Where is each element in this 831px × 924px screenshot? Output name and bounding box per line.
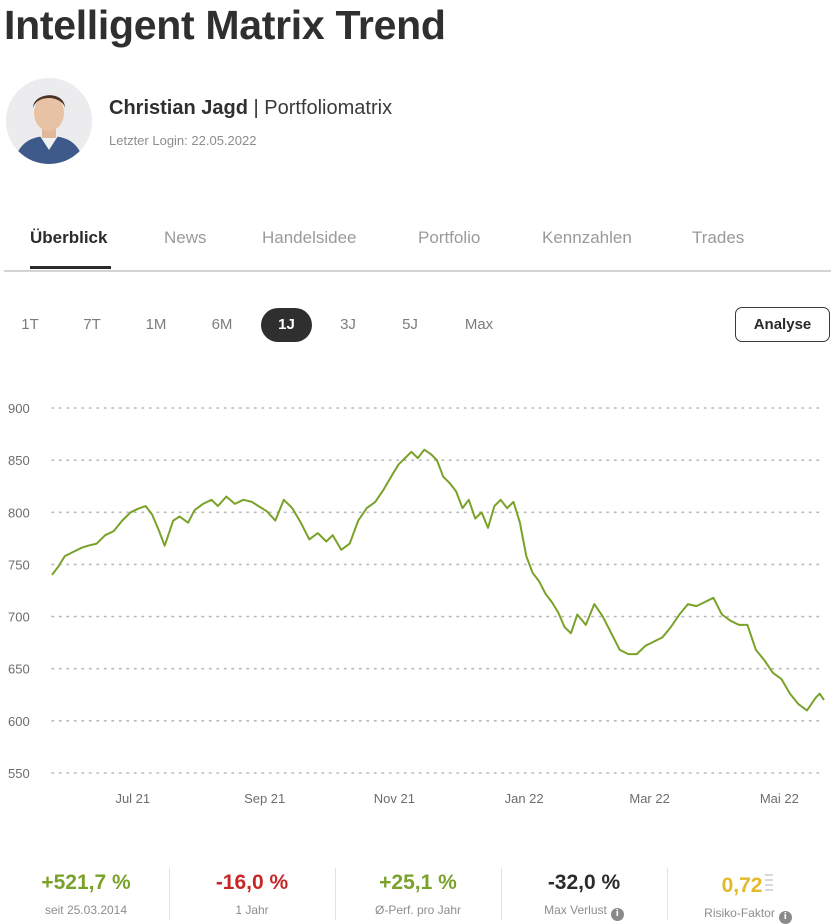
y-tick-label: 650 (8, 662, 30, 677)
stat-value: -32,0 % (547, 871, 621, 894)
profile-name-line: Christian Jagd | Portfoliomatrix (109, 97, 392, 120)
info-icon[interactable]: i (778, 911, 792, 924)
range-1m[interactable]: 1M (145, 316, 167, 333)
person-avatar-icon (6, 78, 92, 164)
x-tick-label: Jan 22 (505, 791, 544, 806)
y-tick-label: 850 (8, 453, 30, 468)
stat-value: +521,7 % (41, 871, 131, 894)
x-tick-label: Sep 21 (244, 791, 285, 806)
range-max[interactable]: Max (464, 316, 494, 333)
range-3j[interactable]: 3J (340, 316, 356, 333)
stat-max-drawdown: -32,0 % Max Verlust i (501, 866, 667, 924)
stat-divider (501, 868, 502, 920)
analyse-button[interactable]: Analyse (735, 307, 830, 342)
y-tick-label: 600 (8, 714, 30, 729)
tab-portfolio[interactable]: Portfolio (418, 228, 481, 247)
y-tick-label: 550 (8, 766, 30, 781)
stat-label-text: Max Verlust (544, 903, 607, 917)
profile-header: Christian Jagd | Portfoliomatrix Letzter… (6, 78, 826, 168)
stats-row: +521,7 % seit 25.03.2014 -16,0 % 1 Jahr … (0, 866, 831, 924)
range-6m[interactable]: 6M (211, 316, 233, 333)
x-tick-label: Mar 22 (629, 791, 669, 806)
avatar[interactable] (6, 78, 92, 164)
tab-ueberblick[interactable]: Überblick (30, 228, 108, 247)
name-separator: | (253, 97, 259, 119)
x-tick-label: Jul 21 (115, 791, 150, 806)
x-tick-label: Nov 21 (374, 791, 415, 806)
active-tab-indicator (30, 266, 111, 269)
performance-chart-svg: 900 850 800 750 700 650 600 550 Jul 21 Sep 21 Nov … (8, 401, 825, 806)
range-1t[interactable]: 1T (21, 316, 39, 333)
stat-label: 1 Jahr (235, 903, 269, 917)
risk-level-bars-icon (764, 871, 774, 893)
stat-value: -16,0 % (215, 871, 289, 894)
y-tick-label: 900 (8, 401, 30, 416)
stat-divider (667, 868, 668, 920)
tab-news[interactable]: News (164, 228, 207, 247)
info-icon[interactable]: i (610, 908, 624, 921)
stat-divider (169, 868, 170, 920)
stat-label: Max Verlust i (501, 903, 667, 921)
stat-value: +25,1 % (379, 871, 457, 894)
firm-name[interactable]: Portfoliomatrix (264, 97, 393, 119)
x-tick-label: Mai 22 (760, 791, 799, 806)
stat-value: 0,72 (665, 871, 831, 898)
stat-label-text: Risiko-Faktor (704, 906, 775, 920)
y-tick-label: 750 (8, 557, 30, 572)
tab-kennzahlen[interactable]: Kennzahlen (542, 228, 632, 247)
stat-divider (335, 868, 336, 920)
tab-bar: Überblick News Handelsidee Portfolio Ken… (4, 216, 831, 272)
stat-total-return: +521,7 % seit 25.03.2014 (3, 866, 169, 924)
tab-handelsidee[interactable]: Handelsidee (262, 228, 357, 247)
stat-label: seit 25.03.2014 (44, 903, 128, 917)
range-1j[interactable]: 1J (261, 308, 312, 342)
trader-name[interactable]: Christian Jagd (109, 97, 248, 119)
performance-chart: 900 850 800 750 700 650 600 550 Jul 21 Sep 21 Nov … (0, 390, 831, 820)
page-title: Intelligent Matrix Trend (4, 2, 446, 48)
performance-line[interactable] (51, 448, 825, 712)
time-range-selector: 1T 7T 1M 6M 1J 3J 5J Max Analyse (0, 306, 831, 344)
stat-one-year: -16,0 % 1 Jahr (169, 866, 335, 924)
last-login: Letzter Login: 22.05.2022 (109, 133, 257, 148)
y-tick-label: 700 (8, 610, 30, 625)
tab-trades[interactable]: Trades (692, 228, 745, 247)
stat-label: Ø-Perf. pro Jahr (374, 903, 462, 917)
y-tick-label: 800 (8, 505, 30, 520)
range-5j[interactable]: 5J (402, 316, 418, 333)
risk-factor-value: 0,72 (721, 874, 763, 897)
range-7t[interactable]: 7T (83, 316, 101, 333)
stat-avg-performance: +25,1 % Ø-Perf. pro Jahr (335, 866, 501, 924)
stat-risk-factor: 0,72 Risiko-Faktor i (665, 866, 831, 924)
stat-label: Risiko-Faktor i (665, 906, 831, 924)
